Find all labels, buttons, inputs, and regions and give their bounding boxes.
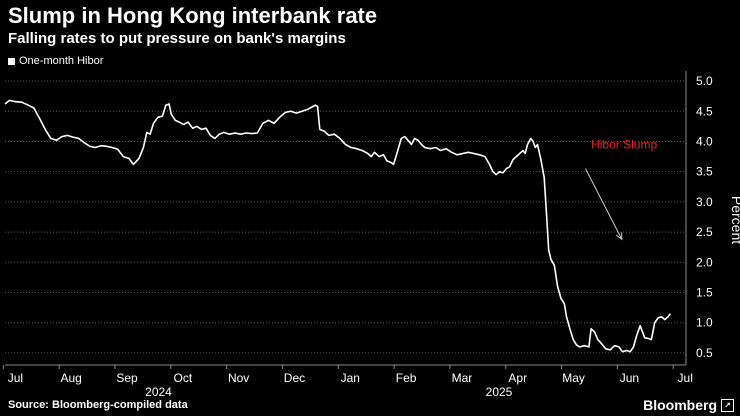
x-axis: Jul Aug Sep Oct Nov Dec Jan Feb Mar Apr May Jun Jul 2… bbox=[2, 364, 693, 399]
legend-swatch bbox=[8, 57, 15, 65]
x-tick-label: Apr bbox=[508, 371, 527, 385]
x-tick-label: Jul bbox=[8, 371, 23, 385]
brand-name: Bloomberg bbox=[643, 397, 717, 413]
x-year-label: 2024 bbox=[145, 385, 172, 399]
y-tick-label: 1.0 bbox=[696, 316, 713, 330]
x-tick-label: Jun bbox=[620, 371, 639, 385]
x-tick-label: Aug bbox=[61, 371, 82, 385]
x-tick-label: Oct bbox=[173, 371, 192, 385]
y-tick-label: 3.5 bbox=[696, 165, 713, 179]
x-tick-label: Sep bbox=[116, 371, 138, 385]
x-tick-label: Jan bbox=[341, 371, 360, 385]
annotation-label: Hibor Slump bbox=[591, 138, 657, 152]
chart-title: Slump in Hong Kong interbank rate bbox=[8, 3, 378, 28]
x-tick-label: Feb bbox=[396, 371, 417, 385]
x-tick-label: May bbox=[562, 371, 585, 385]
x-tick-label: Jul bbox=[678, 371, 693, 385]
brand-mark-icon: ↗ bbox=[721, 398, 734, 412]
legend-label: One-month Hibor bbox=[19, 55, 104, 67]
y-axis-title: Percent bbox=[729, 196, 740, 244]
y-tick-label: 1.5 bbox=[696, 286, 713, 300]
x-tick-label: Dec bbox=[284, 371, 305, 385]
y-tick-label: 4.5 bbox=[696, 104, 713, 118]
series-line-hibor bbox=[4, 99, 672, 353]
y-tick-label: 2.5 bbox=[696, 225, 713, 239]
y-tick-label: 0.5 bbox=[696, 346, 713, 360]
y-axis: 0.5 1.0 1.5 2.0 2.5 3.0 3.5 4.0 4.5 5.0 Percent bbox=[685, 71, 740, 365]
x-tick-label: Nov bbox=[228, 371, 249, 385]
source-note: Source: Bloomberg-compiled data bbox=[8, 399, 188, 411]
y-tick-label: 2.0 bbox=[696, 255, 713, 269]
chart-subtitle: Falling rates to put pressure on bank's … bbox=[8, 30, 346, 47]
annotation-arrow-line bbox=[585, 168, 623, 240]
y-tick-label: 3.0 bbox=[696, 195, 713, 209]
brand-logo: Bloomberg ↗ bbox=[643, 397, 734, 413]
series-layer bbox=[4, 99, 672, 353]
legend: One-month Hibor bbox=[8, 55, 103, 67]
annotation-layer: Hibor Slump bbox=[585, 138, 657, 241]
annotation-arrow-head bbox=[615, 232, 623, 241]
y-tick-label: 5.0 bbox=[696, 74, 713, 88]
y-tick-label: 4.0 bbox=[696, 134, 713, 148]
gridlines bbox=[5, 80, 686, 354]
x-tick-label: Mar bbox=[452, 371, 473, 385]
x-year-label: 2025 bbox=[486, 385, 513, 399]
